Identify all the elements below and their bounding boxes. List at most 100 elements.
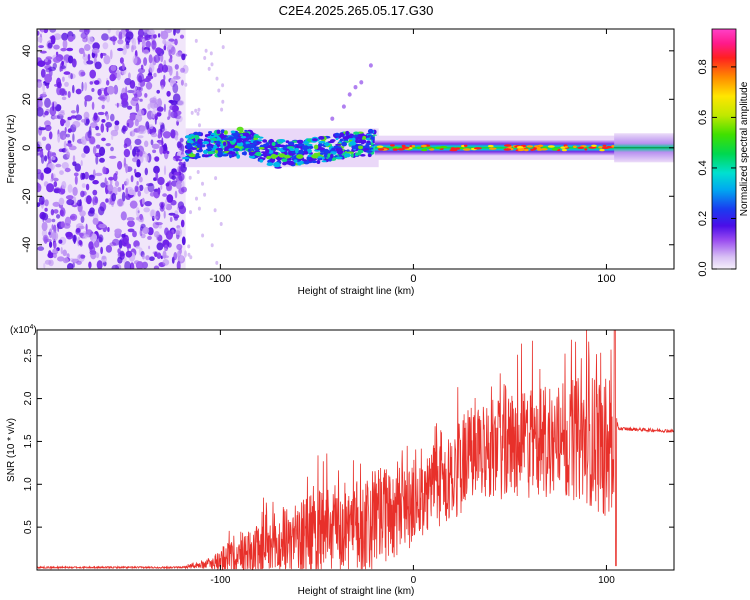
noise-speckle <box>174 190 178 199</box>
noise-speckle <box>137 109 145 116</box>
noise-speckle <box>213 208 217 213</box>
noise-speckle <box>138 176 143 183</box>
noise-speckle <box>117 160 123 170</box>
noise-speckle <box>53 33 62 40</box>
signal-blob <box>213 144 218 149</box>
spectrogram-ytick-label: 40 <box>21 45 33 57</box>
noise-speckle <box>161 64 169 73</box>
noise-speckle <box>39 149 44 158</box>
noise-speckle <box>97 111 105 116</box>
noise-speckle <box>168 38 175 42</box>
noise-speckle <box>63 135 66 140</box>
signal-peak <box>543 146 547 149</box>
noise-speckle <box>105 245 112 253</box>
noise-speckle <box>53 177 59 182</box>
signal-blob <box>270 154 277 159</box>
snr-ytick-label: 1.5 <box>23 434 34 448</box>
noise-speckle <box>159 205 165 212</box>
noise-speckle <box>40 50 47 54</box>
noise-speckle <box>129 144 132 150</box>
noise-speckle <box>78 69 86 77</box>
noise-speckle <box>144 167 148 176</box>
signal-tail <box>614 133 674 163</box>
noise-speckle <box>78 239 83 246</box>
noise-speckle <box>86 60 94 65</box>
noise-speckle <box>121 191 126 202</box>
signal-blob <box>361 139 367 144</box>
noise-speckle <box>81 172 86 180</box>
noise-speckle <box>129 80 136 89</box>
noise-speckle <box>156 252 162 259</box>
noise-speckle <box>91 48 100 54</box>
noise-speckle <box>182 161 187 168</box>
signal-blob <box>182 156 190 160</box>
noise-speckle <box>79 210 86 217</box>
noise-speckle <box>43 167 52 174</box>
noise-speckle <box>131 44 134 53</box>
noise-speckle <box>139 184 144 192</box>
snr-ytick-label: 0.5 <box>23 520 34 534</box>
noise-speckle <box>178 162 184 166</box>
noise-speckle <box>118 31 123 41</box>
noise-speckle <box>98 234 104 243</box>
noise-speckle <box>58 197 65 206</box>
signal-blob <box>316 160 321 164</box>
noise-speckle <box>87 36 94 45</box>
noise-speckle <box>135 207 140 217</box>
noise-speckle <box>109 73 116 82</box>
noise-speckle <box>113 186 118 194</box>
noise-speckle <box>117 187 122 192</box>
snr-background <box>37 330 674 570</box>
noise-speckle <box>80 215 85 223</box>
signal-blob <box>253 135 261 139</box>
spectrogram-xtick-label: -100 <box>209 273 231 285</box>
noise-speckle <box>74 175 78 185</box>
noise-speckle <box>70 110 76 114</box>
noise-speckle <box>173 171 180 176</box>
noise-speckle <box>99 157 105 163</box>
noise-speckle <box>215 76 219 81</box>
signal-blob <box>216 129 221 134</box>
noise-speckle <box>137 135 144 139</box>
noise-speckle <box>72 186 78 196</box>
noise-speckle <box>161 137 164 147</box>
noise-speckle <box>135 245 141 249</box>
noise-speckle <box>101 33 109 41</box>
signal-blob <box>188 153 196 158</box>
signal-blob <box>197 138 203 144</box>
noise-speckle <box>38 45 44 49</box>
colorbar-tick-label: 0.8 <box>697 59 709 74</box>
signal-peak <box>455 147 461 150</box>
noise-speckle <box>83 145 90 154</box>
noise-speckle <box>145 75 154 80</box>
signal-blob <box>311 160 318 164</box>
noise-speckle <box>63 71 71 75</box>
noise-speckle <box>153 34 157 39</box>
noise-speckle <box>153 165 160 174</box>
noise-speckle <box>125 31 134 40</box>
signal-blob <box>236 154 241 159</box>
noise-speckle <box>146 183 154 187</box>
noise-speckle <box>62 39 68 49</box>
signal-peak <box>598 146 603 149</box>
signal-blob <box>223 141 227 146</box>
signal-blob <box>262 139 268 143</box>
signal-blob <box>359 134 363 140</box>
noise-speckle <box>173 155 181 159</box>
noise-speckle <box>59 209 64 216</box>
signal-blob <box>330 139 336 142</box>
noise-speckle <box>78 47 85 55</box>
noise-speckle <box>64 148 69 154</box>
noise-speckle <box>84 82 88 91</box>
noise-speckle <box>59 170 64 176</box>
signal-peak <box>551 148 559 151</box>
noise-speckle <box>153 54 161 63</box>
noise-speckle <box>46 183 55 193</box>
signal-blob <box>195 155 201 159</box>
noise-speckle <box>163 143 168 152</box>
noise-speckle <box>83 111 90 120</box>
noise-speckle <box>94 80 100 85</box>
noise-speckle <box>67 143 73 148</box>
noise-speckle <box>120 236 129 246</box>
noise-speckle <box>123 148 131 158</box>
